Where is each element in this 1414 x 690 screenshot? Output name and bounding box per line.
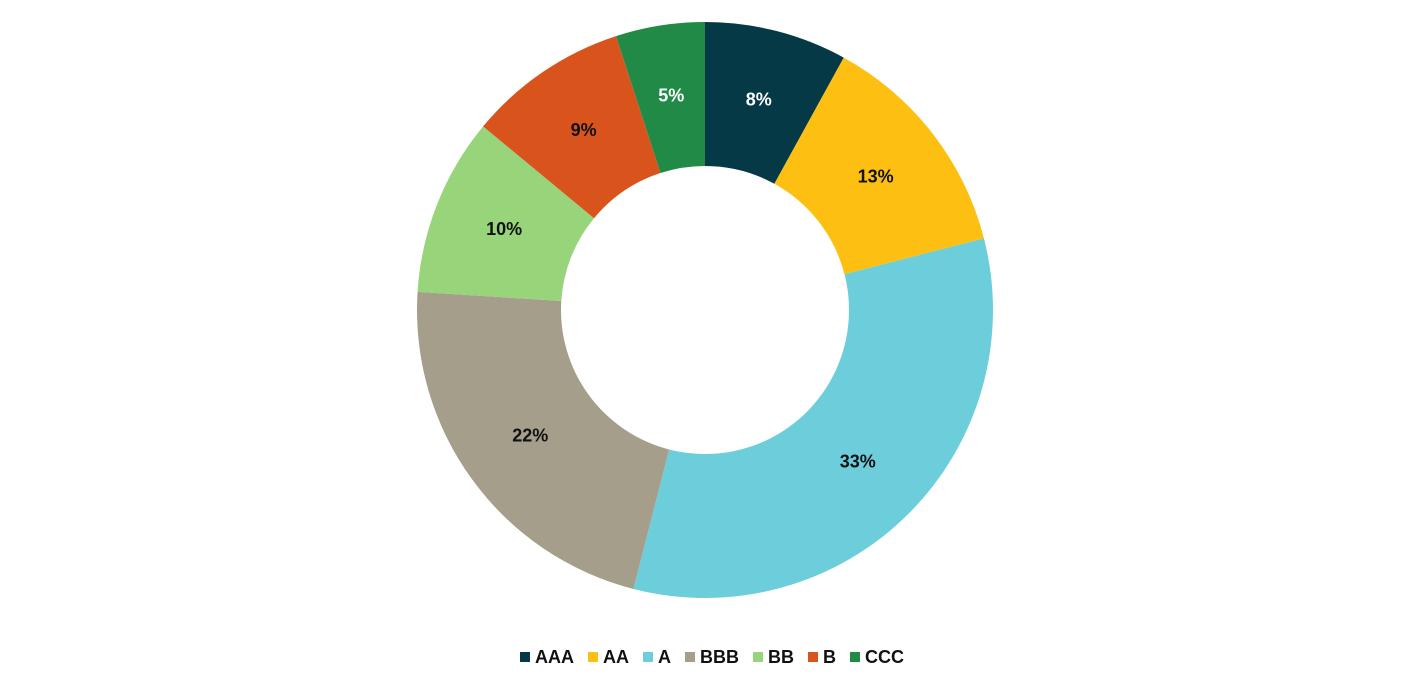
legend-swatch (643, 652, 653, 662)
slice (483, 36, 661, 219)
slice-label: 8% (746, 90, 772, 110)
legend-swatch (850, 652, 860, 662)
legend-label: CCC (865, 647, 904, 667)
legend-label: B (823, 647, 836, 667)
legend-label: BB (768, 647, 794, 667)
slice (774, 57, 984, 275)
slice-label: 5% (658, 85, 684, 105)
slice-label: 10% (486, 219, 522, 239)
legend-label: AAA (535, 647, 574, 667)
slice (633, 238, 993, 599)
slice (705, 22, 844, 184)
legend-label: AA (603, 647, 629, 667)
slice-label: 9% (571, 120, 597, 140)
slice-label: 33% (840, 451, 876, 471)
legend: AAA AA A BBB BB B CCC (520, 647, 904, 667)
slice (616, 22, 705, 174)
legend-label: A (658, 647, 671, 667)
legend-swatch (685, 652, 695, 662)
slice (417, 126, 595, 301)
legend-label: BBB (700, 647, 739, 667)
slice (416, 291, 670, 589)
legend-swatch (588, 652, 598, 662)
slice-label: 13% (858, 166, 894, 186)
legend-swatch (808, 652, 818, 662)
slice-label: 22% (512, 426, 548, 446)
legend-swatch (753, 652, 763, 662)
legend-swatch (520, 652, 530, 662)
